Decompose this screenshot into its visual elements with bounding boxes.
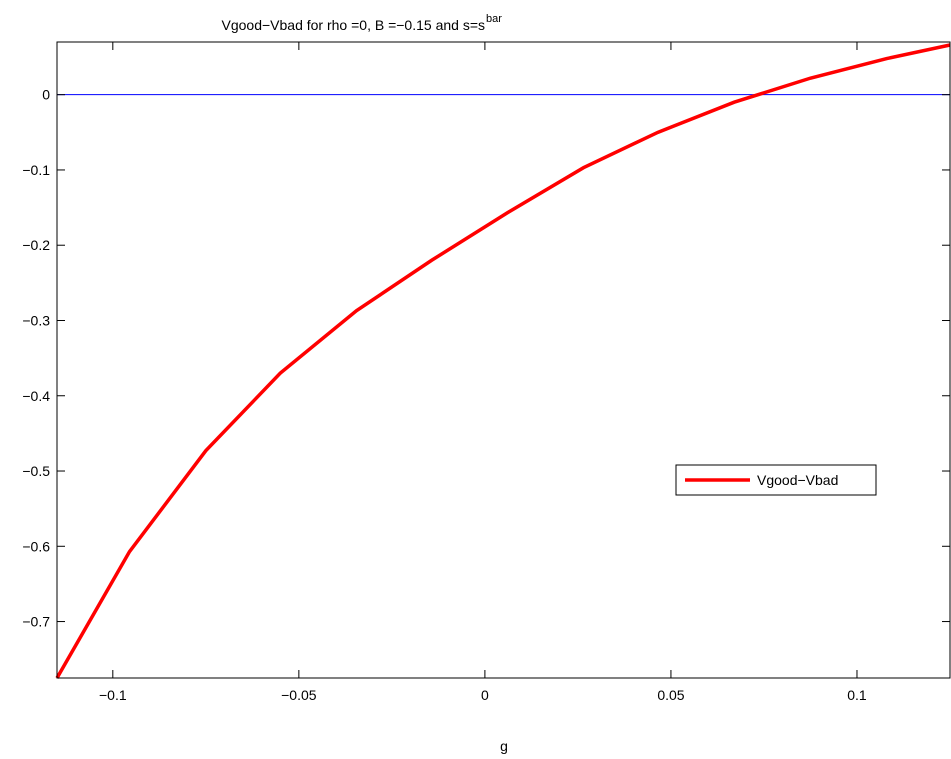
y-tick-label: −0.4 [22,388,50,404]
x-tick-label: −0.05 [281,687,317,703]
x-tick-label: 0 [481,687,489,703]
legend-label: Vgood−Vbad [757,472,838,488]
y-tick-label: −0.6 [22,538,50,554]
x-tick-label: −0.1 [99,687,127,703]
chart-title: Vgood−Vbad for rho =0, B =−0.15 and s=s … [222,13,503,33]
plot-area [57,42,950,678]
x-axis-label: g [500,738,508,754]
chart-title-superscript: bar [486,13,502,25]
axes-frame [56,41,951,679]
x-tick-label: 0.1 [847,687,867,703]
y-tick-label: −0.3 [22,312,50,328]
y-tick-label: −0.2 [22,237,50,253]
y-tick-label: −0.7 [22,614,50,630]
chart-title-text: Vgood−Vbad for rho =0, B =−0.15 and s=s [222,17,485,33]
y-tick-label: −0.5 [22,463,50,479]
y-tick-label: −0.1 [22,162,50,178]
legend: Vgood−Vbad [675,464,877,496]
y-tick-label: 0 [42,87,50,103]
x-tick-label: 0.05 [657,687,684,703]
